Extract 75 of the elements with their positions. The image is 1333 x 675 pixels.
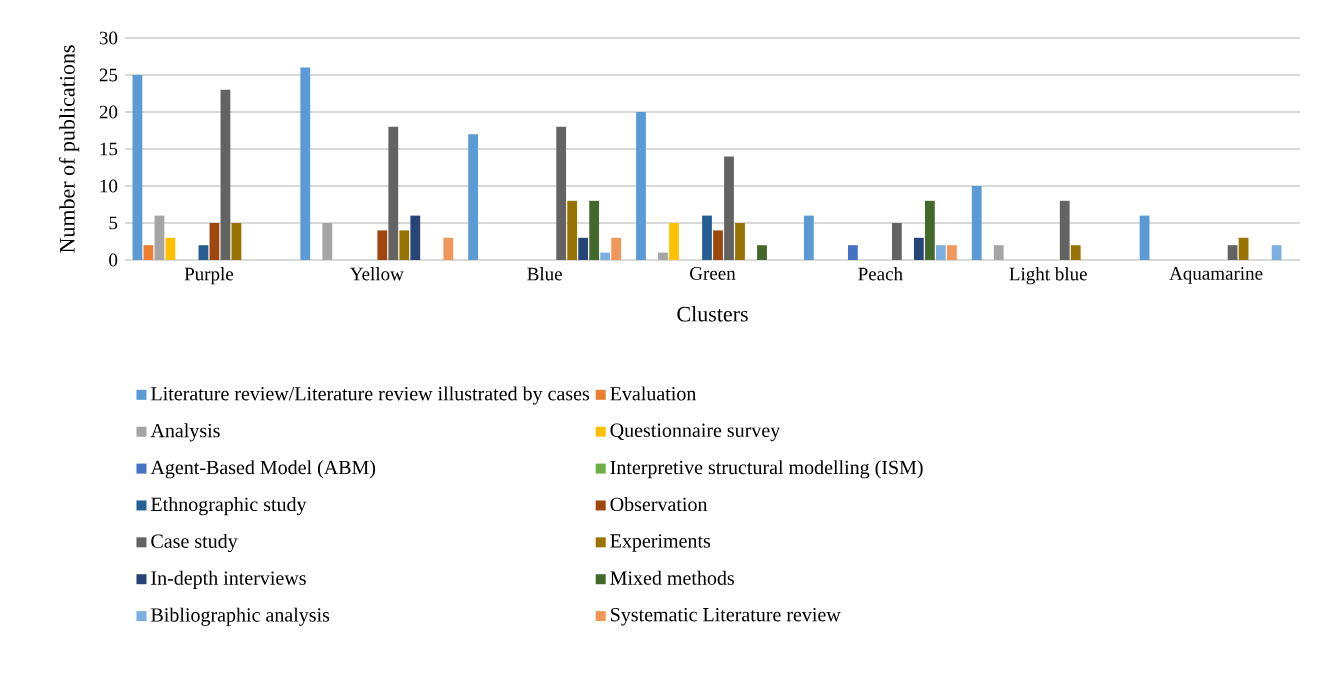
bar <box>713 230 723 260</box>
bar <box>803 215 814 260</box>
bar <box>589 200 600 260</box>
bar <box>724 156 734 260</box>
bar <box>1059 200 1070 260</box>
x-tick-label: Light blue <box>1009 267 1087 285</box>
bar <box>611 237 622 260</box>
bar <box>231 223 242 260</box>
bar <box>154 215 165 260</box>
bar <box>1271 245 1282 260</box>
bar <box>443 237 454 260</box>
y-tick-label: 0 <box>109 253 118 267</box>
legend-label: Systematic Literature review <box>611 607 841 626</box>
bar <box>891 223 902 260</box>
bar <box>847 245 858 260</box>
bar <box>388 126 399 260</box>
legend-label: Literature review/Literature review illustrated by cases <box>151 386 590 405</box>
bar <box>702 215 712 260</box>
x-tick-label: Blue <box>527 267 562 281</box>
x-tick-label: Green <box>690 267 736 280</box>
bar <box>1139 215 1150 260</box>
legend-label: Interpretive structural modelling (ISM) <box>610 460 923 479</box>
y-tick-label: 30 <box>99 31 118 45</box>
legend-label: In-depth interviews <box>151 570 306 589</box>
y-tick-label: 20 <box>99 105 118 119</box>
bar <box>971 186 982 260</box>
bar <box>578 237 589 260</box>
legend-label: Ethnographic study <box>151 497 307 516</box>
bar <box>209 223 220 260</box>
y-tick-label: 25 <box>99 68 118 82</box>
bar <box>198 245 209 260</box>
x-axis-title: Clusters <box>677 306 748 322</box>
bar <box>913 237 924 260</box>
bar <box>993 245 1004 260</box>
legend-label: Case study <box>151 533 238 553</box>
y-axis-title: Number of publications <box>59 45 80 253</box>
bar <box>600 252 611 260</box>
bar <box>220 89 231 260</box>
legend-label: Bibliographic analysis <box>151 607 330 626</box>
bar <box>322 223 333 260</box>
bar <box>1227 245 1238 260</box>
y-tick-label: 15 <box>100 142 118 156</box>
bar <box>143 245 154 260</box>
bar <box>556 126 567 260</box>
bar <box>757 245 767 260</box>
legend-label: Analysis <box>150 423 220 442</box>
legend-label: Mixed methods <box>610 570 734 585</box>
legend-label: Observation <box>610 497 708 512</box>
legend-label: Experiments <box>610 534 711 552</box>
x-tick-label: Peach <box>858 267 903 281</box>
legend-label: Questionnaire survey <box>610 423 781 442</box>
x-tick-label: Purple <box>184 267 234 285</box>
bar <box>567 200 578 260</box>
bar <box>468 134 479 260</box>
bar <box>377 230 388 260</box>
bar <box>1238 237 1249 260</box>
legend-label: Evaluation <box>610 386 697 401</box>
bar <box>410 215 421 260</box>
bar <box>935 245 946 260</box>
legend-label: Agent-Based Model (ABM) <box>150 460 376 479</box>
bar <box>165 237 176 260</box>
x-tick-label: Yellow <box>349 267 404 281</box>
bar <box>132 75 143 260</box>
bar <box>658 252 668 260</box>
bar <box>946 245 957 260</box>
bar <box>924 200 935 260</box>
x-tick-label: Aquamarine <box>1169 267 1263 284</box>
bar <box>300 67 311 260</box>
bar <box>636 112 646 260</box>
bar <box>399 230 410 260</box>
y-tick-label: 10 <box>100 179 118 193</box>
bar <box>669 223 679 260</box>
y-tick-label: 5 <box>109 216 118 230</box>
bar <box>735 223 745 260</box>
bar <box>1070 245 1081 260</box>
